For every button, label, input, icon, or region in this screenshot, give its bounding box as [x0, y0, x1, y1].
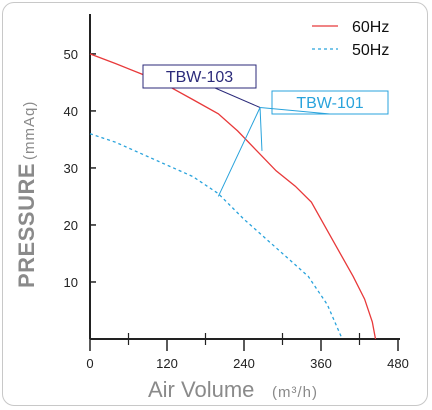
- y-tick-label: 30: [64, 161, 78, 176]
- series-line-50hz: [89, 133, 343, 340]
- axes: [89, 14, 400, 340]
- x-axis-title: Air Volume: [148, 377, 254, 402]
- tbw-101-leader-lines: [217, 107, 263, 197]
- y-tick-label: 40: [64, 104, 78, 119]
- tbw-103-leader-line: [214, 87, 261, 108]
- y-axis-unit: (mmAq): [21, 101, 38, 160]
- y-tick-label: 50: [64, 47, 78, 62]
- x-tick-label: 0: [86, 356, 93, 371]
- x-tick-label: 480: [387, 356, 409, 371]
- tbw-103-label-box: [142, 64, 257, 89]
- x-tick-label: 120: [156, 356, 178, 371]
- legend-label-60hz: 60Hz: [352, 19, 389, 36]
- callouts: TBW-103 TBW-101: [142, 64, 389, 197]
- y-tick-label: 20: [64, 218, 78, 233]
- x-tick-label: 360: [310, 356, 332, 371]
- ticks: 10 20 30 40 50 0 120 240 360 480: [64, 47, 409, 371]
- y-axis-title-group: PRESSURE (mmAq): [14, 101, 39, 288]
- x-axis-unit: (m³/h): [272, 384, 318, 401]
- axis-titles: Air Volume (m³/h) PRESSURE (mmAq): [14, 101, 318, 402]
- legend: 60Hz 50Hz: [312, 19, 389, 59]
- tbw-101-leader-top: [259, 107, 331, 115]
- y-tick-label: 10: [64, 275, 78, 290]
- y-axis-title: PRESSURE: [14, 163, 39, 288]
- tbw-101-label: TBW-101: [296, 95, 363, 112]
- x-tick-label: 240: [233, 356, 255, 371]
- tbw-103-label: TBW-103: [166, 69, 233, 86]
- legend-label-50hz: 50Hz: [352, 42, 389, 59]
